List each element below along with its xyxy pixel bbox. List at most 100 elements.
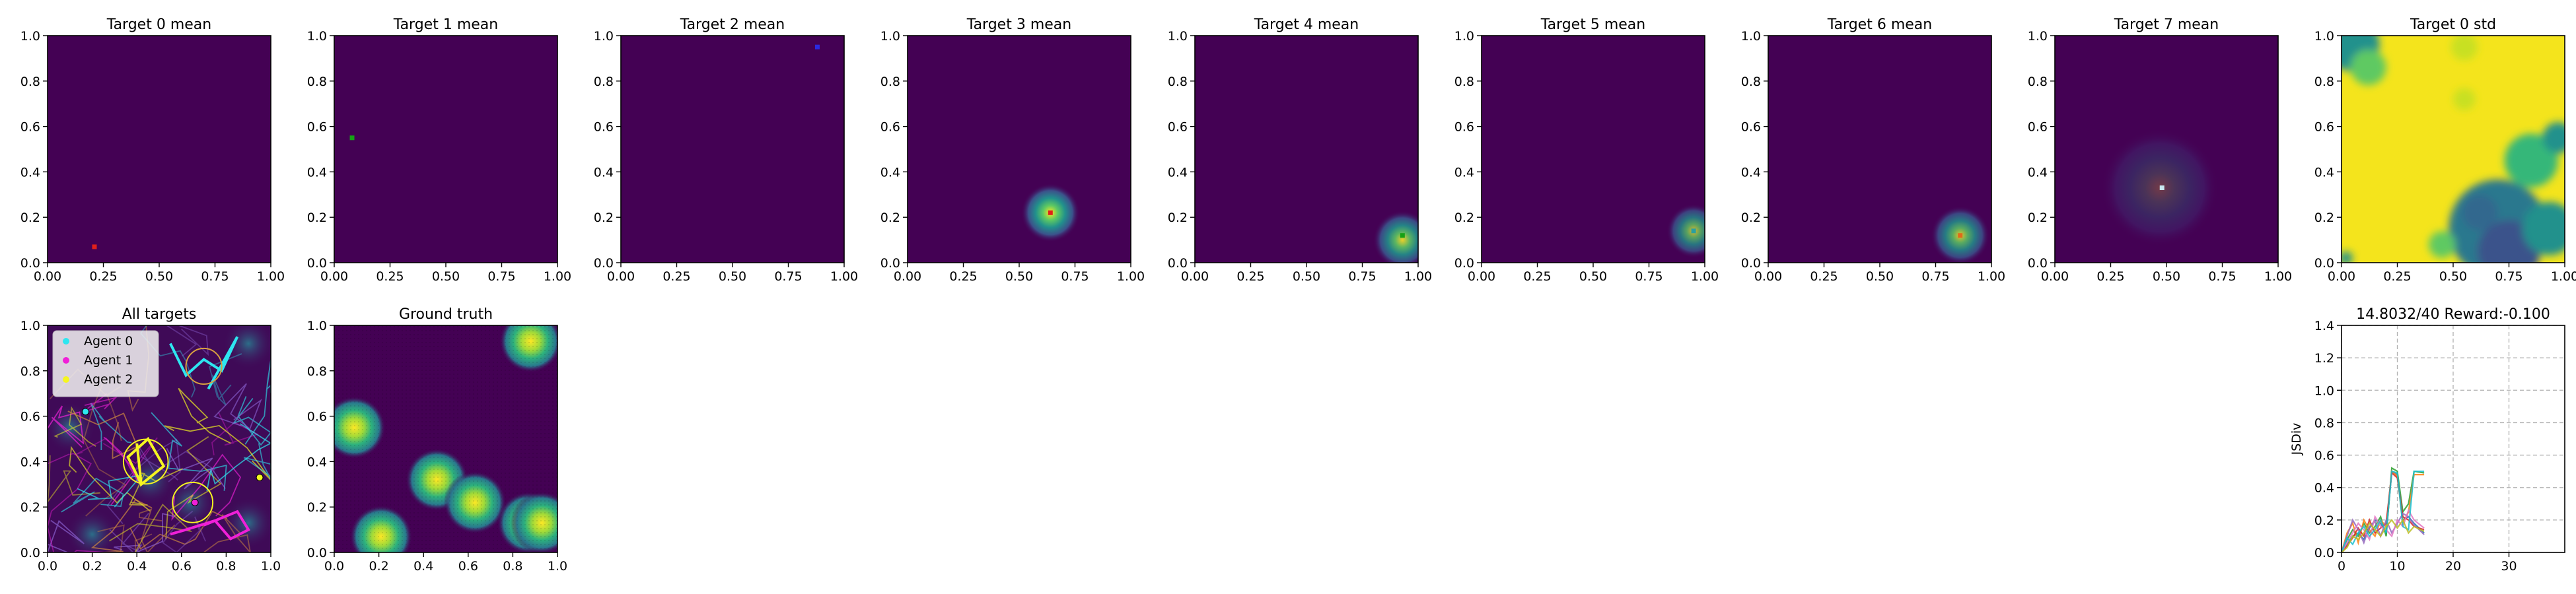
sensor-range-circle — [185, 347, 223, 385]
agent-trajectory — [164, 424, 271, 480]
agent-trajectory — [151, 412, 227, 491]
y-tick-label: 1.0 — [307, 319, 327, 333]
x-tick-label: 0.2 — [369, 559, 388, 574]
y-tick-label: 0.4 — [2314, 165, 2334, 180]
agent-position — [81, 408, 89, 416]
x-tick-label: 0.50 — [2439, 269, 2467, 284]
x-tick-label: 20 — [2445, 559, 2461, 574]
x-tick-label: 1.0 — [548, 559, 567, 574]
series-line-5 — [2342, 508, 2425, 552]
x-tick-label: 0.50 — [1005, 269, 1033, 284]
agent-trajectory — [171, 453, 242, 521]
std-blobs — [2342, 36, 2565, 263]
y-tick-label: 0.2 — [2314, 513, 2334, 528]
agent-position — [256, 473, 264, 481]
x-tick-label: 0.75 — [1635, 269, 1663, 284]
panel-line: 0 10 20 30 0.0 0.2 0.4 0.6 0.8 1.0 1.2 1.4 14.8032/4… — [2289, 306, 2565, 574]
agent-trajectory — [165, 436, 222, 540]
y-tick-label: 0.8 — [1454, 75, 1474, 89]
y-tick-label: 0.6 — [20, 120, 40, 135]
agent-trajectory — [114, 513, 175, 552]
y-tick-label: 0.2 — [307, 500, 327, 515]
y-tick-label: 0.8 — [2314, 416, 2334, 430]
x-tick-label: 0.50 — [1293, 269, 1320, 284]
y-tick-label: 0.6 — [1454, 120, 1474, 135]
y-tick-label: 0.8 — [1168, 75, 1188, 89]
y-tick-label: 0.8 — [2028, 75, 2048, 89]
legend-label: Agent 0 — [84, 334, 133, 348]
target-marker — [1691, 228, 1696, 234]
series-line-7 — [2342, 518, 2425, 552]
target-marker — [1958, 233, 1963, 238]
x-tick-label: 0.25 — [949, 269, 977, 284]
agent-trajectory — [162, 510, 207, 552]
panel-t7: 0.00 0.25 0.50 0.75 1.00 0.0 0.2 0.4 0.6 0.8 1.0 Ta… — [2028, 16, 2292, 284]
y-tick-label: 0.6 — [1168, 120, 1188, 135]
panel-t5: 0.00 0.25 0.50 0.75 1.00 0.0 0.2 0.4 0.6 0.8 1.0 Ta… — [1454, 16, 1719, 284]
x-tick-label: 0.00 — [1468, 269, 1495, 284]
x-tick-label: 0.50 — [719, 269, 746, 284]
y-tick-label: 0.0 — [2028, 256, 2048, 271]
agent-1-path — [170, 510, 251, 541]
y-tick-label: 0.2 — [20, 500, 40, 515]
target-marker — [92, 244, 97, 249]
y-tick-label: 0.0 — [307, 546, 327, 560]
x-tick-label: 0.4 — [413, 559, 433, 574]
legend-box — [52, 330, 159, 397]
x-tick-label: 0.00 — [894, 269, 921, 284]
x-tick-label: 0.75 — [774, 269, 802, 284]
x-tick-label: 0.75 — [487, 269, 515, 284]
y-tick-label: 0.2 — [594, 211, 614, 225]
x-tick-label: 1.00 — [1117, 269, 1145, 284]
agent-trajectory — [54, 406, 96, 447]
x-tick-label: 0.00 — [2041, 269, 2069, 284]
panel-t2: 0.00 0.25 0.50 0.75 1.00 0.0 0.2 0.4 0.6 0.8 1.0 Ta… — [594, 16, 858, 284]
y-tick-label: 0.8 — [20, 75, 40, 89]
agent-trajectory — [244, 360, 271, 445]
y-tick-label: 1.0 — [2314, 29, 2334, 44]
density-peak — [1666, 203, 1705, 258]
y-tick-label: 0.0 — [880, 256, 900, 271]
y-tick-label: 0.4 — [594, 165, 614, 180]
x-tick-label: 0.75 — [2495, 269, 2522, 284]
y-axis-label: JSDiv — [2289, 423, 2304, 456]
agent-trajectory — [213, 383, 262, 430]
chart-title: Target 1 mean — [393, 16, 498, 33]
y-tick-label: 0.2 — [307, 211, 327, 225]
std-region — [2542, 122, 2565, 154]
x-tick-label: 0.0 — [324, 559, 344, 574]
x-tick-label: 0.00 — [1754, 269, 1782, 284]
agent-trajectory — [90, 499, 153, 552]
chart-title: Target 3 mean — [966, 16, 1071, 33]
y-tick-label: 0.2 — [20, 211, 40, 225]
y-tick-label: 1.0 — [307, 29, 327, 44]
x-tick-label: 1.00 — [1691, 269, 1719, 284]
x-tick-label: 0.75 — [201, 269, 229, 284]
y-tick-label: 0.0 — [1454, 256, 1474, 271]
y-tick-label: 0.6 — [307, 120, 327, 135]
y-tick-label: 0.8 — [594, 75, 614, 89]
target-glow — [221, 325, 271, 371]
agent-trajectory — [203, 513, 251, 552]
axes-frame — [47, 325, 271, 553]
x-tick-label: 0.6 — [172, 559, 192, 574]
heatmap-background — [908, 36, 1131, 263]
y-tick-label: 0.4 — [880, 165, 900, 180]
plot-area — [334, 325, 557, 552]
agent-2-path — [126, 436, 166, 487]
plot-area — [908, 36, 1131, 263]
plot-area — [621, 36, 844, 263]
x-tick-label: 1.00 — [830, 269, 858, 284]
agent-trajectory — [48, 455, 51, 507]
y-tick-label: 0.6 — [307, 410, 327, 424]
x-tick-label: 0.25 — [1236, 269, 1264, 284]
x-tick-label: 0.50 — [2153, 269, 2180, 284]
agent-trajectory — [48, 405, 85, 448]
x-tick-label: 0.8 — [216, 559, 236, 574]
std-region — [2350, 50, 2386, 86]
legend: Agent 0 Agent 1 Agent 2 — [52, 330, 159, 397]
x-tick-label: 1.00 — [1978, 269, 2005, 284]
y-tick-label: 0.4 — [2028, 165, 2048, 180]
y-tick-label: 0.4 — [1454, 165, 1474, 180]
